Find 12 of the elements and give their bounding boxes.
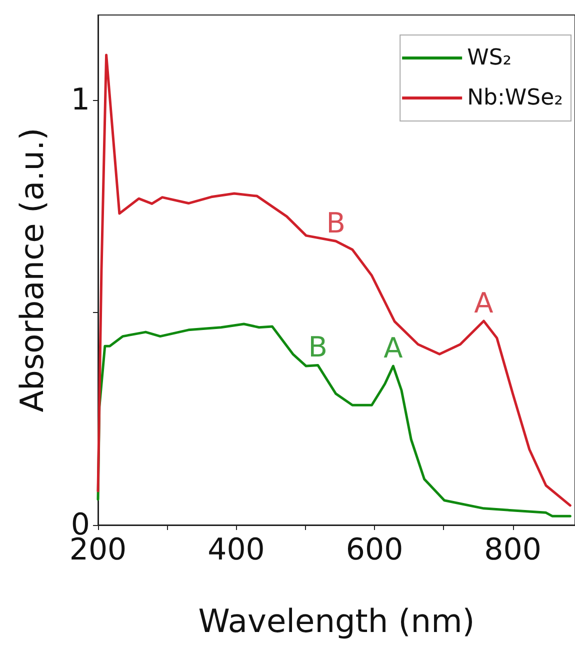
y-axis-title: Absorbance (a.u.) (13, 128, 51, 412)
annotation: B (326, 206, 346, 240)
annotation: B (308, 330, 328, 364)
y-tick-label: 1 (70, 82, 90, 118)
x-tick-label: 400 (208, 532, 265, 568)
legend-label: WS₂ (467, 46, 512, 70)
legend-label: Nb:WSe₂ (467, 86, 563, 110)
x-tick-label: 600 (346, 532, 404, 568)
x-axis-title: Wavelength (nm) (198, 602, 475, 640)
annotation: A (384, 332, 403, 365)
x-tick-label: 800 (484, 532, 542, 568)
annotation: A (474, 286, 494, 320)
